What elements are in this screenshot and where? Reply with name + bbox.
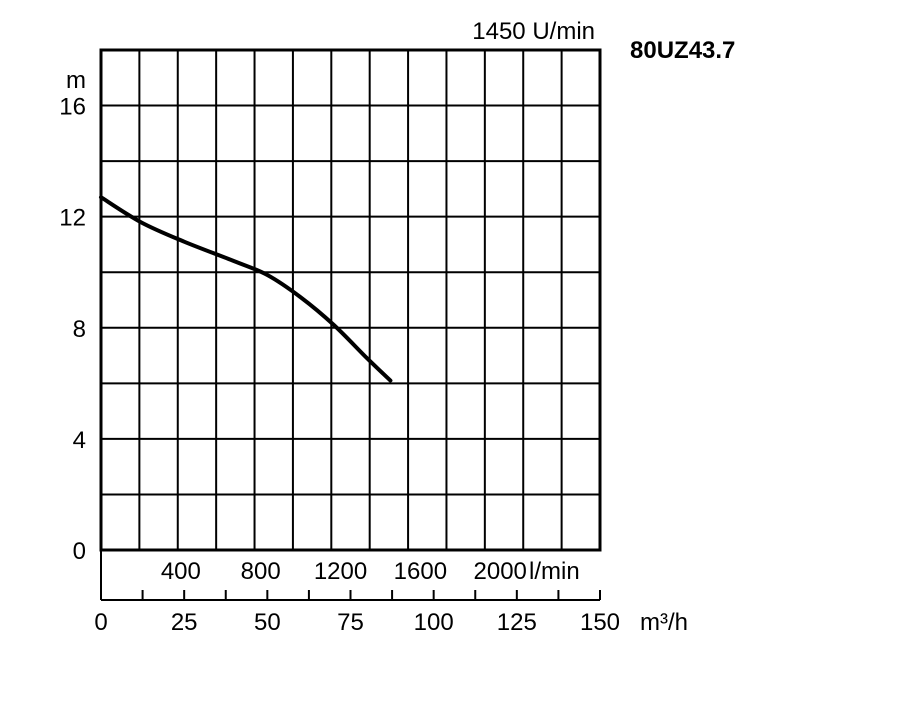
y-tick-label: 12 [59,205,86,232]
x-tick-labels: 0 25 50 75 100 125 150 [94,609,620,636]
x-tick-label: 50 [254,609,281,636]
y-axis-label: m [66,67,86,94]
secondary-x-unit-label: l/min [529,558,580,585]
y-tick-label: 8 [73,316,86,343]
secondary-x-tick-label: 800 [241,558,281,585]
x-tick-label: 100 [414,609,454,636]
x-tick-label: 150 [580,609,620,636]
secondary-x-tick-label: 1200 [314,558,367,585]
grid [101,50,600,550]
x-tick-label: 75 [337,609,364,636]
secondary-x-tick-label: 400 [161,558,201,585]
x-tick-label: 25 [171,609,198,636]
x-axis-unit-label: m³/h [640,609,688,636]
y-tick-label: 16 [59,94,86,121]
x-tick-label: 0 [94,609,107,636]
secondary-x-tick-labels: 400 800 1200 1600 2000 [161,558,527,585]
model-label: 80UZ43.7 [630,37,735,64]
pump-curve-line [99,195,393,383]
secondary-x-tick-label: 2000 [474,558,527,585]
x-tick-label: 125 [497,609,537,636]
secondary-x-tick-label: 1600 [394,558,447,585]
plot-frame [99,48,602,552]
y-tick-label: 0 [73,538,86,565]
y-tick-labels: 0 4 8 12 16 [59,94,86,565]
chart-title: 1450 U/min [472,18,595,45]
y-tick-label: 4 [73,427,86,454]
lower-axis-ticks [100,590,601,600]
